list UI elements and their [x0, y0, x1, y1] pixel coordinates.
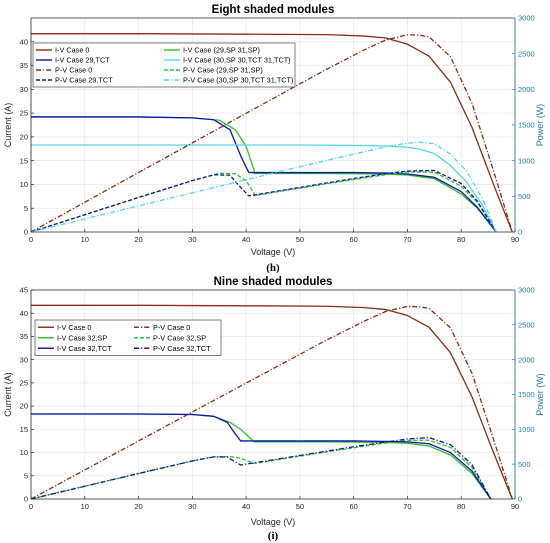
y2-tick-label: 2000 — [518, 355, 535, 364]
legend-entry: P-V Case 32,SP — [153, 333, 206, 342]
y-tick-label: 0 — [24, 495, 28, 504]
chart-title: Nine shaded modules — [214, 276, 333, 288]
legend-entry: I-V Case 0 — [55, 46, 89, 55]
x-axis-label: Voltage (V) — [251, 247, 296, 257]
x-tick-label: 60 — [349, 502, 357, 511]
x-tick-label: 70 — [403, 502, 411, 511]
y-tick-label: 5 — [24, 471, 28, 480]
y2-tick-label: 2000 — [518, 85, 535, 94]
y-tick-label: 25 — [20, 109, 28, 118]
y-tick-label: 45 — [20, 286, 28, 295]
chart-title: Eight shaded modules — [212, 4, 335, 16]
y-tick-label: 15 — [20, 425, 28, 434]
legend-entry: I-V Case (30,SP 30,TCT 31,TCT) — [183, 56, 291, 65]
y2-tick-label: 0 — [518, 228, 522, 237]
x-tick-label: 10 — [81, 502, 89, 511]
series-line-4 — [31, 144, 497, 232]
y-tick-label: 20 — [20, 132, 28, 141]
x-tick-label: 40 — [242, 502, 250, 511]
y-axis-label: Current (A) — [3, 103, 13, 148]
y-tick-label: 40 — [20, 309, 28, 318]
y2-tick-label: 1500 — [518, 121, 535, 130]
series-line-4 — [31, 439, 492, 499]
legend-entry: P-V Case 0 — [55, 66, 92, 75]
series-line-5 — [31, 34, 513, 232]
y2-tick-label: 0 — [518, 495, 522, 504]
y-tick-label: 25 — [20, 378, 28, 387]
legend: I-V Case 0 I-V Case (29,SP 31,SP)I-V Case… — [32, 42, 296, 88]
y-tick-label: 0 — [24, 228, 28, 237]
y-tick-label: 20 — [20, 402, 28, 411]
x-tick-label: 90 — [511, 235, 519, 244]
x-tick-label: 20 — [134, 235, 142, 244]
series-line-8 — [31, 141, 497, 232]
legend-entry: I-V Case 0 — [57, 323, 91, 332]
legend-entry: P-V Case 0 — [153, 323, 190, 332]
x-tick-label: 60 — [349, 235, 357, 244]
chart-panel-2: 0 10 20 30 40 50 60 70 80 90051015202530354045050… — [3, 276, 545, 542]
y2-tick-label: 500 — [518, 460, 531, 469]
series-line-1 — [31, 304, 513, 499]
y-tick-label: 35 — [20, 332, 28, 341]
y-tick-label: 10 — [20, 180, 28, 189]
series-line-5 — [31, 413, 492, 499]
x-tick-label: 40 — [242, 235, 250, 244]
x-tick-label: 10 — [81, 235, 89, 244]
series-line-3 — [31, 116, 497, 232]
panel-label: (h) — [266, 262, 280, 274]
y-tick-label: 35 — [20, 61, 28, 70]
legend-entry: P-V Case (30,SP 30,TCT 31,TCT) — [183, 76, 293, 85]
y2-tick-label: 500 — [518, 192, 531, 201]
legend-entry: I-V Case 32,SP — [57, 333, 107, 342]
y-tick-label: 40 — [20, 37, 28, 46]
y2-tick-label: 3000 — [518, 14, 535, 23]
chart-panel-1: 0 10 20 30 40 50 60 70 80 90051015202530354005001… — [3, 4, 545, 274]
legend-entry: I-V Case 29,TCT — [55, 56, 110, 65]
x-tick-label: 80 — [457, 235, 465, 244]
legend-entry: P-V Case (29,SP 31,SP) — [183, 66, 263, 75]
x-tick-label: 30 — [188, 502, 196, 511]
x-tick-label: 50 — [296, 502, 304, 511]
y2-axis-label: Power (W) — [535, 373, 545, 416]
series-line-2 — [31, 305, 513, 499]
x-tick-label: 80 — [457, 502, 465, 511]
y-tick-label: 10 — [20, 448, 28, 457]
legend-entry: I-V Case 32,TCT — [57, 344, 112, 353]
legend-entry: P-V Case 29,TCT — [55, 76, 113, 85]
x-tick-label: 70 — [403, 235, 411, 244]
x-tick-label: 30 — [188, 235, 196, 244]
y-tick-label: 15 — [20, 156, 28, 165]
series-line-6 — [31, 436, 492, 499]
x-tick-label: 0 — [29, 235, 33, 244]
y2-tick-label: 2500 — [518, 320, 535, 329]
x-tick-label: 50 — [296, 235, 304, 244]
y2-tick-label: 1500 — [518, 390, 535, 399]
series-line-1 — [31, 33, 513, 232]
y2-tick-label: 1000 — [518, 156, 535, 165]
y2-tick-label: 1000 — [518, 425, 535, 434]
y2-tick-label: 3000 — [518, 286, 535, 295]
legend-box — [34, 319, 222, 356]
x-tick-label: 90 — [511, 502, 519, 511]
y-tick-label: 5 — [24, 204, 28, 213]
legend: I-V Case 0 P-V Case 0 I-V Case 32,SP P-V Ca… — [34, 319, 222, 356]
x-axis-label: Voltage (V) — [251, 517, 296, 527]
y-tick-label: 30 — [20, 85, 28, 94]
y-axis-label: Current (A) — [3, 372, 13, 417]
y2-tick-label: 2500 — [518, 49, 535, 58]
legend-entry: P-V Case 32,TCT — [153, 344, 211, 353]
y-tick-label: 30 — [20, 355, 28, 364]
series-line-7 — [31, 169, 497, 232]
x-tick-label: 0 — [29, 502, 33, 511]
y2-axis-label: Power (W) — [535, 104, 545, 147]
legend-entry: I-V Case (29,SP 31,SP) — [183, 46, 260, 55]
x-tick-label: 20 — [134, 502, 142, 511]
panel-label: (i) — [268, 530, 279, 542]
